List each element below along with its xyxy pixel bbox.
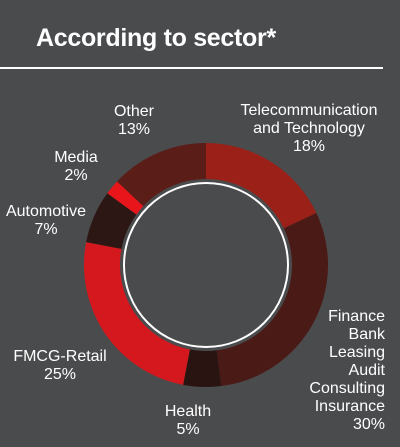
title-underline [0,67,383,69]
slice-label-telecommunication: Telecommunication and Technology 18% [234,84,384,174]
slice-label-other-name: Other [113,103,154,120]
slice-label-automotive-name: Automotive [5,203,87,220]
donut-slice-health [183,349,222,387]
slice-label-fmcg-retail-name: FMCG-Retail [13,348,107,365]
donut-slice-other [117,143,206,207]
slice-label-media-value: 2% [64,167,88,184]
slice-label-automotive: Automotive 7% [2,185,90,257]
slice-label-finance-value: 30% [352,416,385,433]
slice-label-media: Media 2% [48,131,104,203]
donut-slice-fmcg-retail [84,242,190,385]
slice-label-telecommunication-name: Telecommunication and Technology [240,102,378,137]
slice-label-finance: Finance Bank Leasing Audit Consulting In… [290,290,385,447]
donut-slice-media [107,181,144,215]
slice-label-fmcg-retail-value: 25% [43,366,77,383]
slice-label-health-value: 5% [176,421,200,438]
slice-label-fmcg-retail: FMCG-Retail 25% [4,330,116,402]
donut-slice-automotive [86,193,137,249]
donut-inner-ring [123,182,289,348]
slice-label-other-value: 13% [117,121,151,138]
slice-label-finance-name: Finance Bank Leasing Audit Consulting In… [309,308,385,415]
donut-slice-finance [216,213,328,387]
chart-title: According to sector* [36,24,276,52]
slice-label-media-name: Media [54,149,98,166]
slice-label-health-name: Health [164,403,212,420]
slice-label-health: Health 5% [158,385,218,447]
slice-label-other: Other 13% [104,85,164,157]
slice-label-telecommunication-value: 18% [292,138,326,155]
donut-slice-telecommunication [206,143,317,229]
slice-label-automotive-value: 7% [34,221,58,238]
